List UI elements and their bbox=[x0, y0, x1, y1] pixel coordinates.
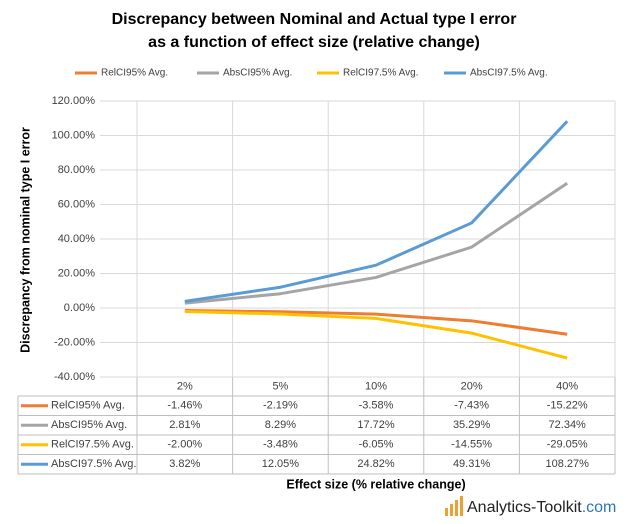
logo-icon bbox=[445, 496, 463, 516]
table-value: 24.82% bbox=[357, 458, 395, 470]
table-value: -29.05% bbox=[547, 439, 588, 451]
table-value: 3.82% bbox=[169, 458, 200, 470]
table-value: 2.81% bbox=[169, 419, 200, 431]
table-value: 8.29% bbox=[265, 419, 296, 431]
table-value: -2.00% bbox=[167, 439, 202, 451]
table-value: -2.19% bbox=[263, 400, 298, 412]
y-tick-label: 60.00% bbox=[58, 198, 96, 210]
x-axis-title: Effect size (% relative change) bbox=[286, 477, 465, 491]
table-value: -15.22% bbox=[547, 400, 588, 412]
legend-label: RelCI97.5% Avg. bbox=[343, 68, 418, 79]
logo-domain: .com bbox=[582, 499, 617, 516]
x-tick-label: 40% bbox=[556, 380, 578, 392]
y-axis-title: Discrepancy from nominal type I error bbox=[18, 127, 32, 353]
x-tick-label: 20% bbox=[461, 380, 483, 392]
series-line bbox=[184, 309, 568, 360]
y-tick-label: 40.00% bbox=[58, 233, 96, 245]
table-value: 17.72% bbox=[357, 419, 395, 431]
table-value: -7.43% bbox=[454, 400, 489, 412]
table-value: 35.29% bbox=[453, 419, 491, 431]
x-tick-label: 5% bbox=[272, 380, 288, 392]
y-tick-label: -20.00% bbox=[54, 336, 95, 348]
chart-title: Discrepancy between Nominal and Actual t… bbox=[112, 11, 517, 28]
legend-label: AbsCI97.5% Avg. bbox=[470, 68, 548, 79]
y-tick-label: 100.00% bbox=[52, 129, 96, 141]
x-tick-label: 10% bbox=[365, 380, 387, 392]
table-value: 49.31% bbox=[453, 458, 491, 470]
table-row-label: AbsCI95% Avg. bbox=[51, 419, 127, 431]
y-tick-label: 20.00% bbox=[58, 267, 96, 279]
logo-name: Analytics-Toolkit bbox=[467, 499, 582, 516]
table-value: -14.55% bbox=[451, 439, 492, 451]
series-line bbox=[184, 309, 568, 336]
table-value: 108.27% bbox=[545, 458, 589, 470]
y-tick-label: 0.00% bbox=[64, 302, 95, 314]
legend-label: AbsCI95% Avg. bbox=[223, 68, 292, 79]
table-value: -3.48% bbox=[263, 439, 298, 451]
series-line bbox=[184, 120, 569, 303]
table-value: -3.58% bbox=[359, 400, 394, 412]
series-line bbox=[184, 181, 569, 305]
y-tick-label: -40.00% bbox=[54, 371, 95, 383]
table-value: 12.05% bbox=[262, 458, 300, 470]
y-tick-label: 80.00% bbox=[58, 164, 96, 176]
table-row-label: AbsCI97.5% Avg. bbox=[51, 458, 136, 470]
table-row-label: RelCI95% Avg. bbox=[51, 400, 125, 412]
logo: Analytics-Toolkit.com bbox=[467, 499, 616, 516]
table-row-label: RelCI97.5% Avg. bbox=[51, 439, 134, 451]
table-value: 72.34% bbox=[549, 419, 587, 431]
y-tick-label: 120.00% bbox=[52, 95, 96, 107]
chart-subtitle: as a function of effect size (relative c… bbox=[148, 34, 480, 51]
legend-label: RelCI95% Avg. bbox=[101, 68, 168, 79]
table-value: -1.46% bbox=[167, 400, 202, 412]
x-tick-label: 2% bbox=[177, 380, 193, 392]
table-value: -6.05% bbox=[359, 439, 394, 451]
